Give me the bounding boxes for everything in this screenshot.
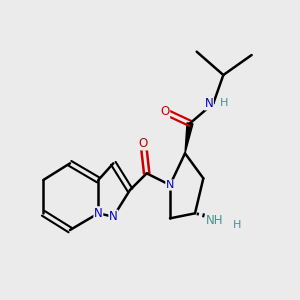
Text: O: O <box>160 105 169 118</box>
Text: H: H <box>232 220 241 230</box>
Text: N: N <box>94 207 103 220</box>
Text: NH: NH <box>206 214 223 226</box>
Text: N: N <box>109 210 118 223</box>
Text: N: N <box>205 97 213 110</box>
Text: O: O <box>139 137 148 150</box>
Polygon shape <box>185 123 193 153</box>
Text: H: H <box>220 98 228 108</box>
Text: N: N <box>166 180 174 190</box>
